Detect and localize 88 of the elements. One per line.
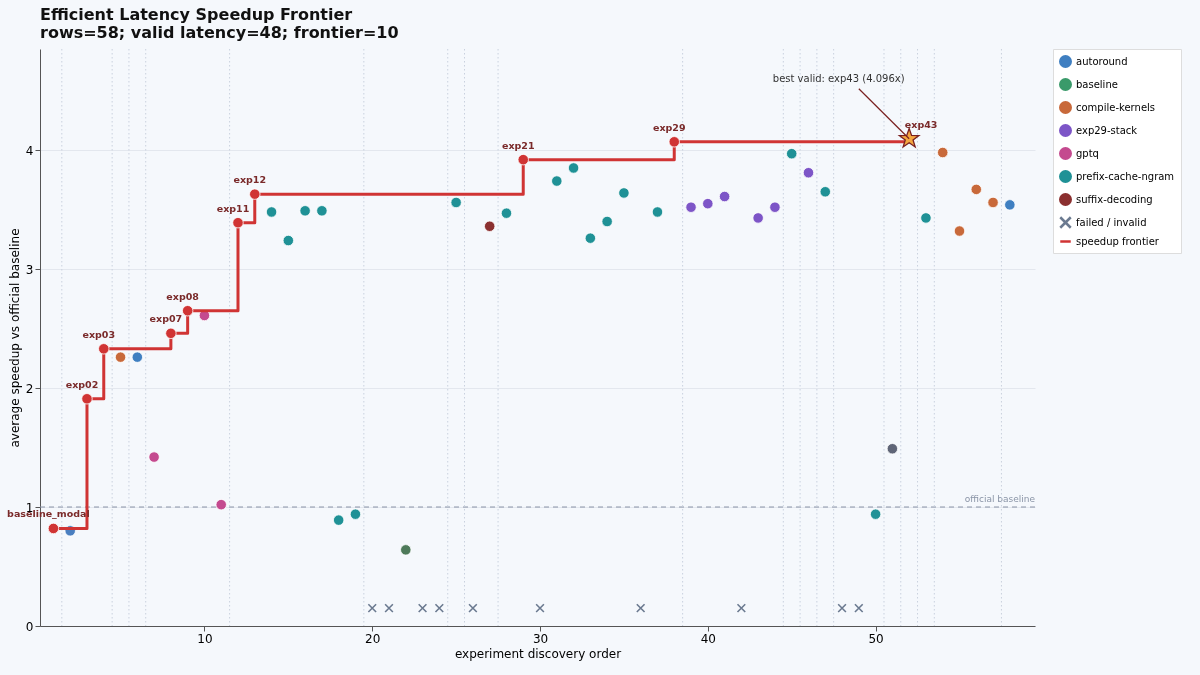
point — [98, 343, 110, 355]
point — [618, 187, 630, 199]
point — [384, 603, 394, 613]
x-axis-title: experiment discovery order — [454, 646, 622, 661]
x-tick-label: 10 — [197, 631, 213, 646]
point — [601, 215, 613, 228]
point — [316, 205, 328, 217]
point — [517, 154, 529, 166]
point — [636, 603, 646, 613]
point — [668, 136, 680, 148]
annotation: best valid: exp43 (4.096x) — [772, 73, 905, 85]
legend-label: speedup frontier — [1076, 235, 1160, 247]
point — [282, 234, 294, 247]
legend-label: failed / invalid — [1076, 216, 1147, 228]
point — [265, 206, 278, 218]
point — [886, 443, 899, 455]
point — [736, 603, 747, 613]
chart-title: Efficient Latency Speedup Frontier — [40, 4, 353, 24]
point — [484, 220, 496, 232]
y-tick-label: 0 — [25, 619, 34, 634]
point — [651, 206, 664, 218]
legend-label: exp29-stack — [1076, 124, 1138, 136]
point — [500, 207, 513, 219]
y-tick-label: 2 — [25, 381, 34, 396]
legend-label: baseline — [1076, 78, 1118, 90]
point — [535, 603, 545, 613]
point — [752, 212, 764, 224]
x-tick-label: 30 — [532, 631, 549, 646]
point — [81, 393, 93, 405]
point — [349, 508, 362, 520]
point — [114, 351, 127, 363]
legend-label: gptq — [1076, 147, 1099, 159]
point — [148, 451, 160, 463]
data-label: exp08 — [166, 290, 200, 302]
point — [215, 499, 227, 511]
legend-label: suffix-decoding — [1076, 193, 1153, 205]
data-label: exp02 — [65, 378, 99, 390]
point — [685, 201, 697, 213]
point — [249, 188, 261, 200]
point — [837, 603, 847, 613]
point — [182, 305, 194, 317]
x-tick-label: 50 — [868, 631, 884, 646]
x-tick-label: 20 — [365, 631, 381, 646]
legend-label: compile-kernels — [1076, 101, 1156, 113]
ref-line-label: official baseline — [964, 494, 1036, 505]
data-label: exp29 — [652, 121, 686, 133]
point — [819, 186, 831, 198]
data-label: exp11 — [216, 202, 250, 214]
x-tick-label: 40 — [700, 631, 716, 646]
point — [468, 603, 478, 613]
y-tick-label: 4 — [25, 143, 34, 158]
y-tick-label: 3 — [25, 262, 34, 277]
point — [802, 167, 815, 179]
point — [551, 175, 563, 187]
point — [567, 162, 580, 174]
point — [232, 217, 244, 229]
point — [869, 508, 882, 520]
point — [400, 544, 412, 556]
point — [584, 232, 596, 244]
point — [450, 196, 462, 209]
point — [131, 351, 143, 363]
point — [987, 196, 999, 209]
point — [47, 522, 60, 535]
data-label: exp03 — [82, 328, 116, 340]
data-label: exp43 — [904, 118, 938, 130]
point — [920, 212, 932, 224]
data-label: exp12 — [233, 174, 267, 186]
point — [417, 603, 428, 613]
point — [970, 183, 982, 196]
point — [854, 603, 864, 613]
point — [1004, 199, 1016, 211]
y-axis-title: average speedup vs official baseline — [7, 228, 22, 448]
point — [953, 225, 966, 237]
chart-subtitle: rows=58; valid latency=48; frontier=10 — [40, 22, 399, 42]
point — [702, 198, 714, 210]
point — [367, 603, 377, 613]
point — [434, 603, 445, 613]
data-label: exp21 — [501, 139, 535, 151]
point — [333, 514, 345, 526]
point — [165, 327, 177, 339]
data-label: exp07 — [149, 313, 183, 325]
point — [299, 205, 311, 217]
legend-label: prefix-cache-ngram — [1076, 170, 1175, 182]
point — [786, 148, 798, 160]
point — [718, 190, 731, 203]
point — [769, 201, 781, 213]
point — [937, 146, 949, 159]
legend-label: autoround — [1076, 55, 1128, 67]
